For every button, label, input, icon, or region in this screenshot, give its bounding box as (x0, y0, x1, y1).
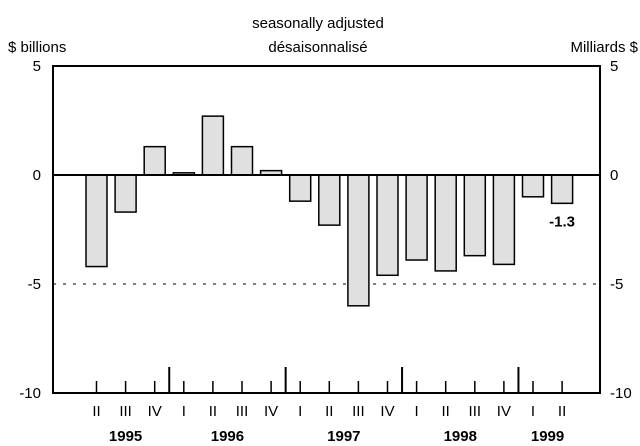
bar (85, 174, 108, 268)
bar (288, 174, 312, 202)
y-tick-left-label: 5 (33, 58, 41, 75)
bar (463, 174, 487, 257)
y-tick-left-label: -10 (19, 385, 41, 402)
y-tick-right-label: -5 (610, 276, 623, 293)
quarter-label: IV (264, 403, 278, 420)
chart-subtitle-english: seasonally adjusted (252, 15, 384, 32)
bar (376, 174, 399, 277)
left-axis-label: $ billions (8, 39, 66, 56)
quarter-label: IV (497, 403, 511, 420)
y-tick-right-label: -10 (610, 385, 632, 402)
quarter-label: III (119, 403, 132, 420)
quarter-label: II (209, 403, 217, 420)
bar (492, 174, 516, 266)
bar (230, 145, 254, 176)
quarter-label: II (325, 403, 333, 420)
quarter-label: I (182, 403, 186, 420)
quarter-label: III (236, 403, 249, 420)
quarter-label: I (415, 403, 419, 420)
year-label: 1995 (109, 428, 142, 445)
quarter-label: IV (148, 403, 162, 420)
plot-frame (52, 65, 601, 394)
quarter-label: I (298, 403, 302, 420)
bar (405, 174, 428, 261)
bar (550, 174, 574, 205)
quarter-label: II (442, 403, 450, 420)
data-label: -1.3 (549, 213, 575, 230)
quarter-label: IV (380, 403, 394, 420)
y-tick-left-label: -5 (28, 276, 41, 293)
year-label: 1998 (444, 428, 477, 445)
bar (521, 174, 545, 198)
bar (143, 145, 166, 176)
y-tick-left-label: 0 (33, 167, 41, 184)
year-label: 1997 (327, 428, 360, 445)
right-axis-label: Milliards $ (570, 39, 638, 56)
quarter-label: II (558, 403, 566, 420)
y-tick-right-label: 0 (610, 167, 618, 184)
bar (347, 174, 370, 307)
bar (114, 174, 137, 213)
quarter-label: III (352, 403, 365, 420)
quarter-label: I (531, 403, 535, 420)
bar (434, 174, 457, 272)
year-label: 1999 (531, 428, 564, 445)
chart-subtitle-french: désaisonnalisé (268, 39, 367, 56)
year-label: 1996 (211, 428, 244, 445)
y-tick-right-label: 5 (610, 58, 618, 75)
quarter-label: III (469, 403, 482, 420)
bar (201, 115, 225, 176)
quarter-label: II (92, 403, 100, 420)
bar (318, 174, 341, 226)
